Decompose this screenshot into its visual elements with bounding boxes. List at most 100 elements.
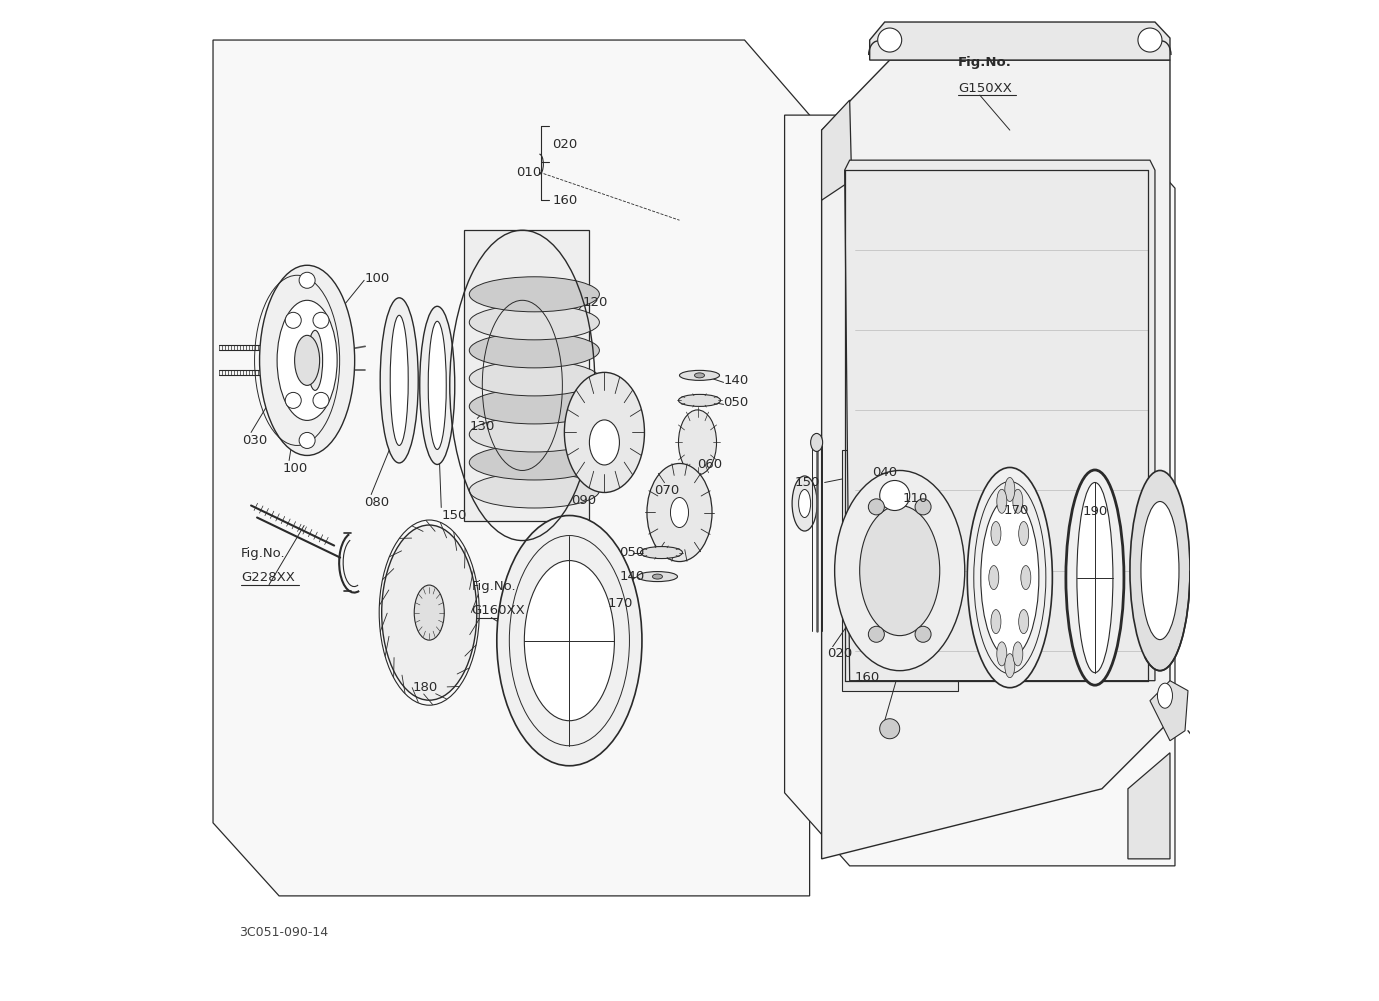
Ellipse shape: [695, 372, 705, 378]
Polygon shape: [1128, 753, 1169, 859]
Ellipse shape: [469, 304, 600, 340]
Circle shape: [916, 627, 931, 643]
Ellipse shape: [496, 516, 643, 766]
Polygon shape: [212, 40, 809, 896]
Text: 150: 150: [794, 476, 821, 488]
Text: 110: 110: [903, 492, 928, 505]
Text: 130: 130: [469, 420, 495, 432]
Circle shape: [299, 272, 316, 288]
Circle shape: [880, 719, 899, 739]
Ellipse shape: [647, 463, 712, 562]
Ellipse shape: [678, 394, 721, 406]
Ellipse shape: [637, 572, 677, 582]
Ellipse shape: [469, 444, 600, 480]
Text: Fig.No.: Fig.No.: [241, 548, 285, 560]
Ellipse shape: [1005, 477, 1015, 502]
Polygon shape: [785, 115, 1175, 866]
Ellipse shape: [992, 610, 1001, 634]
Ellipse shape: [997, 642, 1007, 666]
Text: 060: 060: [698, 458, 723, 470]
Ellipse shape: [469, 472, 600, 509]
Text: 140: 140: [724, 374, 749, 386]
Polygon shape: [845, 160, 1156, 681]
Ellipse shape: [589, 419, 619, 464]
Ellipse shape: [967, 467, 1052, 688]
Polygon shape: [870, 22, 1169, 60]
Polygon shape: [822, 60, 1169, 859]
Ellipse shape: [1020, 566, 1031, 590]
Ellipse shape: [564, 372, 644, 492]
Ellipse shape: [652, 575, 662, 579]
Text: 150: 150: [441, 510, 466, 522]
Ellipse shape: [992, 522, 1001, 546]
Ellipse shape: [1012, 642, 1023, 666]
Ellipse shape: [792, 476, 818, 531]
Ellipse shape: [419, 306, 455, 464]
Text: 100: 100: [283, 462, 308, 474]
Polygon shape: [1150, 681, 1187, 741]
Ellipse shape: [1077, 482, 1113, 673]
Text: G150XX: G150XX: [958, 82, 1012, 94]
Ellipse shape: [1005, 654, 1015, 678]
Text: 080: 080: [364, 496, 389, 509]
Text: 190: 190: [1083, 506, 1109, 518]
Text: 040: 040: [872, 466, 896, 478]
Ellipse shape: [1066, 470, 1124, 686]
Circle shape: [313, 312, 330, 328]
Ellipse shape: [295, 335, 320, 385]
Ellipse shape: [680, 370, 720, 380]
Ellipse shape: [308, 330, 323, 390]
Ellipse shape: [381, 298, 418, 463]
Text: 020: 020: [553, 138, 578, 150]
Ellipse shape: [834, 470, 965, 671]
Text: 090: 090: [571, 494, 597, 507]
Text: 160: 160: [855, 672, 880, 684]
Circle shape: [869, 627, 884, 643]
Ellipse shape: [1012, 489, 1023, 514]
Circle shape: [880, 480, 910, 511]
Circle shape: [285, 392, 301, 408]
Circle shape: [877, 28, 902, 52]
Circle shape: [1138, 28, 1162, 52]
Polygon shape: [841, 450, 958, 691]
Ellipse shape: [997, 489, 1007, 514]
Ellipse shape: [670, 497, 688, 528]
Ellipse shape: [640, 547, 683, 559]
Circle shape: [916, 498, 931, 515]
Text: 100: 100: [364, 272, 389, 284]
Text: 010: 010: [516, 166, 542, 178]
Circle shape: [299, 432, 316, 448]
Ellipse shape: [524, 561, 615, 721]
Ellipse shape: [469, 361, 600, 396]
Ellipse shape: [859, 506, 939, 636]
Ellipse shape: [989, 566, 998, 590]
Text: 030: 030: [243, 434, 268, 446]
Ellipse shape: [469, 332, 600, 368]
Ellipse shape: [259, 265, 354, 455]
Circle shape: [285, 312, 301, 328]
Text: 180: 180: [412, 682, 437, 694]
Text: 050: 050: [619, 547, 644, 559]
Ellipse shape: [469, 417, 600, 452]
Ellipse shape: [469, 276, 600, 312]
Polygon shape: [822, 100, 852, 200]
Ellipse shape: [798, 489, 811, 518]
Ellipse shape: [1019, 610, 1029, 634]
Text: 3C051-090-14: 3C051-090-14: [239, 927, 328, 939]
Text: Fig.No.: Fig.No.: [958, 56, 1012, 68]
Ellipse shape: [429, 321, 447, 449]
Ellipse shape: [1129, 470, 1190, 671]
Text: G228XX: G228XX: [241, 572, 295, 584]
Ellipse shape: [1157, 683, 1172, 709]
Text: Fig.No.: Fig.No.: [472, 581, 516, 593]
Text: 140: 140: [619, 571, 644, 583]
Text: 170: 170: [1004, 505, 1029, 517]
Circle shape: [313, 392, 330, 408]
Ellipse shape: [678, 409, 717, 474]
Ellipse shape: [1140, 502, 1179, 640]
Text: 120: 120: [582, 296, 608, 308]
Ellipse shape: [1019, 522, 1029, 546]
Circle shape: [869, 498, 884, 515]
Ellipse shape: [469, 389, 600, 424]
Ellipse shape: [382, 525, 477, 701]
